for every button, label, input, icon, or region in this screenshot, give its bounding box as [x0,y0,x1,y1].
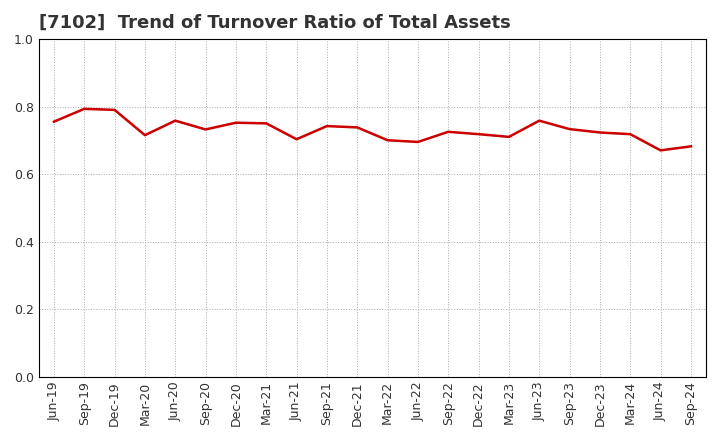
Text: [7102]  Trend of Turnover Ratio of Total Assets: [7102] Trend of Turnover Ratio of Total … [39,14,510,32]
